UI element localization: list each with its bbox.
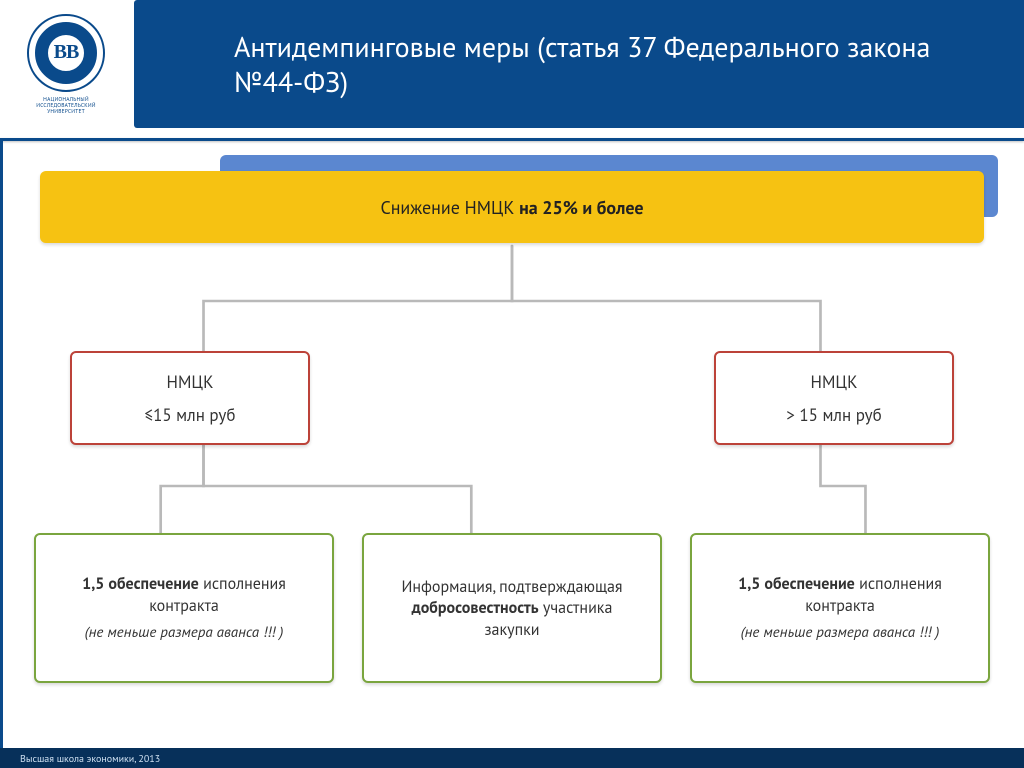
top-banner: Снижение НМЦК на 25% и более [40, 171, 984, 243]
slide-title: Антидемпинговые меры (статья 37 Федераль… [234, 29, 994, 99]
mid-right-l1: НМЦК [736, 371, 932, 394]
footer-text: Высшая школа экономики, 2013 [20, 752, 160, 765]
title-bar: Антидемпинговые меры (статья 37 Федераль… [134, 0, 1024, 128]
bottom-card-1: 1,5 обеспечение исполнения контракта (не… [34, 533, 334, 683]
top-banner-text: Снижение НМЦК на 25% и более [380, 196, 643, 219]
mid-left-l2: ≤15 млн руб [92, 404, 288, 427]
bottom-1-main: 1,5 обеспечение исполнения контракта [56, 574, 312, 617]
logo-glyph: ВВ [54, 41, 79, 64]
mid-card-right: НМЦК > 15 млн руб [714, 351, 954, 445]
bottom-2-main: Информация, подтверждающая добросовестно… [384, 577, 640, 642]
bottom-card-3: 1,5 обеспечение исполнения контракта (не… [690, 533, 990, 683]
top-banner-front: Снижение НМЦК на 25% и более [40, 171, 984, 243]
mid-row: НМЦК ≤15 млн руб НМЦК > 15 млн руб [0, 351, 1024, 445]
hse-logo-icon: ВВ [27, 14, 105, 92]
footer: Высшая школа экономики, 2013 [0, 748, 1024, 768]
bottom-1-sub: (не меньше размера аванса !!! ) [56, 623, 312, 643]
logo-block: ВВ НАЦИОНАЛЬНЫЙ ИССЛЕДОВАТЕЛЬСКИЙ УНИВЕР… [18, 0, 114, 128]
bottom-card-2: Информация, подтверждающая добросовестно… [362, 533, 662, 683]
header: ВВ НАЦИОНАЛЬНЫЙ ИССЛЕДОВАТЕЛЬСКИЙ УНИВЕР… [0, 0, 1024, 128]
mid-left-l1: НМЦК [92, 371, 288, 394]
mid-right-l2: > 15 млн руб [736, 404, 932, 427]
logo-caption: НАЦИОНАЛЬНЫЙ ИССЛЕДОВАТЕЛЬСКИЙ УНИВЕРСИТ… [36, 96, 95, 115]
diagram-area: Снижение НМЦК на 25% и более НМЦК ≤15 мл… [0, 141, 1024, 721]
bottom-row: 1,5 обеспечение исполнения контракта (не… [0, 533, 1024, 683]
bottom-3-sub: (не меньше размера аванса !!! ) [712, 623, 968, 643]
mid-card-left: НМЦК ≤15 млн руб [70, 351, 310, 445]
bottom-3-main: 1,5 обеспечение исполнения контракта [712, 574, 968, 617]
